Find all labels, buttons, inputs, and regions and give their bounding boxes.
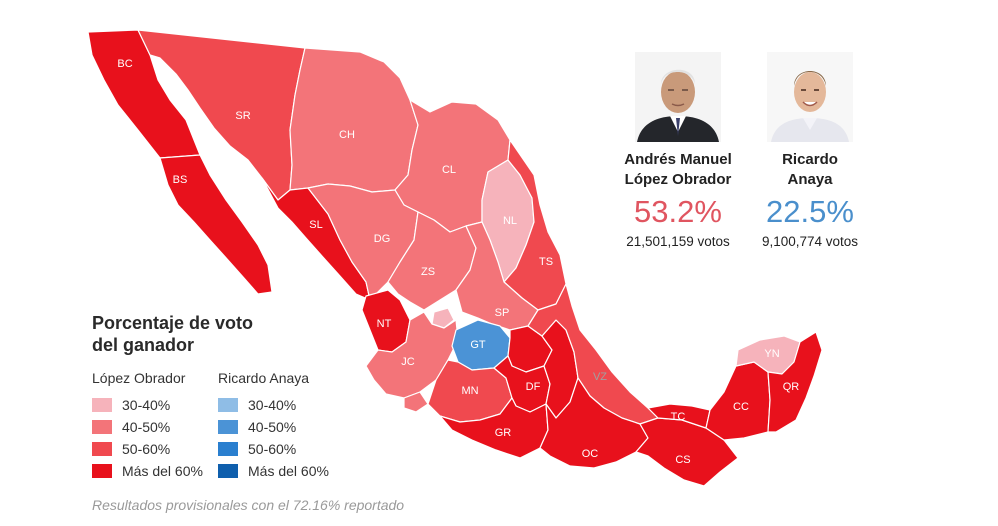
legend-swatch bbox=[92, 442, 112, 456]
legend: Porcentaje de voto del ganador López Obr… bbox=[92, 312, 352, 482]
legend-label: 40-50% bbox=[122, 419, 171, 435]
legend-swatch bbox=[92, 398, 112, 412]
legend-title: Porcentaje de voto del ganador bbox=[92, 312, 352, 356]
state-label-gt: GT bbox=[470, 339, 486, 351]
legend-swatch bbox=[92, 420, 112, 434]
legend-label: 30-40% bbox=[248, 397, 297, 413]
state-label-yn: YN bbox=[764, 348, 779, 360]
legend-column-header: López Obrador bbox=[92, 370, 186, 386]
legend-label: 50-60% bbox=[248, 441, 297, 457]
state-zs[interactable] bbox=[387, 211, 477, 311]
state-label-cs: CS bbox=[675, 454, 690, 466]
state-label-tc: TC bbox=[671, 411, 686, 423]
legend-title-line2: del ganador bbox=[92, 335, 195, 355]
legend-item: 30-40% bbox=[92, 394, 218, 416]
legend-label: Más del 60% bbox=[122, 463, 203, 479]
legend-item: 50-60% bbox=[218, 438, 344, 460]
candidate-votes: 21,501,159 votos bbox=[626, 234, 730, 249]
legend-label: 40-50% bbox=[248, 419, 297, 435]
candidate-percent: 22.5% bbox=[766, 194, 854, 229]
state-label-ch: CH bbox=[339, 129, 355, 141]
legend-item: Más del 60% bbox=[218, 460, 344, 482]
state-bc[interactable] bbox=[87, 29, 201, 159]
legend-label: 30-40% bbox=[122, 397, 171, 413]
legend-item: 50-60% bbox=[92, 438, 218, 460]
candidate-votes: 9,100,774 votos bbox=[761, 234, 859, 249]
legend-swatch bbox=[218, 464, 238, 478]
portrait-anaya-icon bbox=[767, 52, 853, 142]
state-label-jc: JC bbox=[401, 356, 415, 368]
candidate-name-line2: Anaya bbox=[787, 171, 833, 188]
candidate-name-line1: Andrés Manuel bbox=[624, 151, 732, 168]
state-label-dg: DG bbox=[374, 233, 391, 245]
candidate-name-line2: López Obrador bbox=[624, 171, 732, 188]
candidate-percent: 53.2% bbox=[634, 194, 722, 229]
state-qr[interactable] bbox=[767, 331, 823, 433]
state-label-sl: SL bbox=[309, 219, 322, 231]
state-col[interactable] bbox=[403, 391, 429, 413]
legend-swatch bbox=[218, 442, 238, 456]
candidate-name-line1: Ricardo bbox=[782, 151, 838, 168]
state-label-qr: QR bbox=[783, 381, 800, 393]
state-label-sr: SR bbox=[235, 110, 250, 122]
legend-item: 30-40% bbox=[218, 394, 344, 416]
state-label-df: DF bbox=[526, 381, 541, 393]
state-bs[interactable] bbox=[159, 154, 273, 295]
state-labels: BC BS SR CH CL NL TS SL DG ZS SP NT JC GT MN DF VZ GR OC CS… bbox=[117, 58, 799, 466]
legend-swatch bbox=[92, 464, 112, 478]
legend-column-header: Ricardo Anaya bbox=[218, 370, 310, 386]
portrait-lopez-obrador-icon bbox=[635, 52, 721, 142]
state-label-bc: BC bbox=[117, 58, 132, 70]
state-label-vz: VZ bbox=[593, 371, 607, 383]
state-label-cc: CC bbox=[733, 401, 749, 413]
legend-column-lopez-obrador: López Obrador 30-40% 40-50% 50-60% Más d… bbox=[92, 370, 218, 482]
legend-item: Más del 60% bbox=[92, 460, 218, 482]
state-label-zs: ZS bbox=[421, 266, 435, 278]
state-label-gr: GR bbox=[495, 427, 512, 439]
state-label-nt: NT bbox=[377, 318, 392, 330]
legend-column-anaya: Ricardo Anaya 30-40% 40-50% 50-60% Más d… bbox=[218, 370, 344, 482]
state-label-nl: NL bbox=[503, 215, 517, 227]
state-ch[interactable] bbox=[289, 47, 419, 193]
legend-title-line1: Porcentaje de voto bbox=[92, 313, 254, 333]
state-label-bs: BS bbox=[173, 174, 188, 186]
legend-label: 50-60% bbox=[122, 441, 171, 457]
legend-item: 40-50% bbox=[218, 416, 344, 438]
legend-label: Más del 60% bbox=[248, 463, 329, 479]
candidate-lopez-obrador: Andrés Manuel López Obrador 53.2% 21,501… bbox=[608, 52, 748, 249]
state-label-mn: MN bbox=[461, 385, 478, 397]
footnote: Resultados provisionales con el 72.16% r… bbox=[92, 497, 405, 513]
candidate-anaya: Ricardo Anaya 22.5% 9,100,774 votos bbox=[740, 52, 880, 249]
legend-swatch bbox=[218, 398, 238, 412]
legend-item: 40-50% bbox=[92, 416, 218, 438]
legend-swatch bbox=[218, 420, 238, 434]
state-label-oc: OC bbox=[582, 448, 599, 460]
state-label-cl: CL bbox=[442, 164, 456, 176]
state-label-sp: SP bbox=[495, 307, 510, 319]
state-label-ts: TS bbox=[539, 256, 553, 268]
